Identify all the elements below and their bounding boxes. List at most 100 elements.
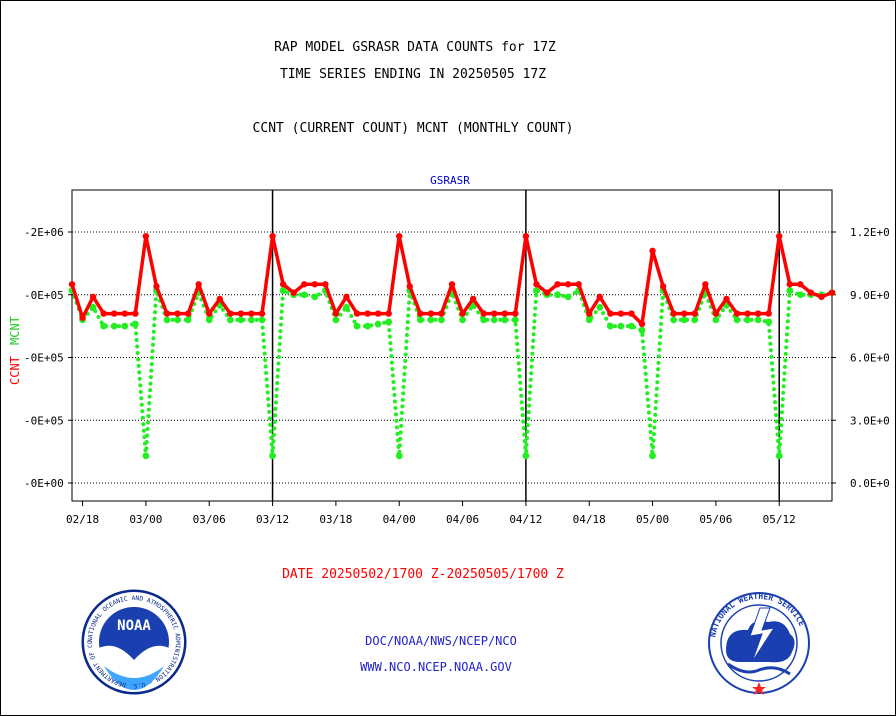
point-ccnt-47 bbox=[564, 281, 572, 288]
point-ccnt-44 bbox=[533, 281, 540, 288]
chart-title-line3: CCNT (CURRENT COUNT) MCNT (MONTHLY COUNT… bbox=[253, 121, 574, 136]
point-ccnt-52 bbox=[617, 310, 625, 317]
point-ccnt-45 bbox=[543, 289, 551, 296]
point-ccnt-29 bbox=[374, 310, 382, 317]
point-ccnt-71 bbox=[818, 293, 825, 301]
point-ccnt-28 bbox=[364, 310, 371, 317]
point-ccnt-5 bbox=[121, 310, 128, 317]
point-mcnt-34 bbox=[427, 316, 435, 324]
y-axis-right: 0.0E+0 3.0E+0 6.0E+0 9.0E+0 1.2E+0 bbox=[832, 226, 890, 490]
point-ccnt-61 bbox=[712, 310, 720, 317]
point-mcnt-7 bbox=[142, 452, 150, 460]
nco-path-link[interactable]: DOC/NOAA/NWS/NCEP/NCO bbox=[365, 634, 517, 648]
point-mcnt-67 bbox=[775, 452, 783, 460]
point-ccnt-43 bbox=[522, 232, 530, 240]
point-ccnt-2 bbox=[89, 293, 97, 301]
point-mcnt-37 bbox=[459, 316, 466, 324]
point-ccnt-50 bbox=[596, 293, 603, 301]
y-axis-left: -0E+00 -0E+05 -0E+05 -0E+05 -2E+06 bbox=[24, 226, 72, 490]
point-mcnt-26 bbox=[343, 303, 350, 311]
point-ccnt-9 bbox=[163, 310, 171, 317]
x-tick-label-2: 03/06 bbox=[193, 513, 226, 526]
point-mcnt-23 bbox=[311, 293, 319, 301]
x-tick-label-0: 02/18 bbox=[66, 513, 99, 526]
point-ccnt-65 bbox=[754, 310, 762, 317]
noaa-logo-icon: NOAA NATIONAL OCEANIC AND ATMOSPHERIC AD… bbox=[0, 0, 187, 695]
y-right-tick-label-2: 6.0E+0 bbox=[850, 352, 890, 365]
plot-title: GSRASR bbox=[430, 174, 470, 187]
point-ccnt-35 bbox=[438, 310, 445, 317]
y-left-tick-label-0: -0E+00 bbox=[24, 477, 64, 490]
point-mcnt-52 bbox=[617, 322, 625, 330]
point-mcnt-44 bbox=[533, 287, 540, 294]
point-mcnt-15 bbox=[226, 316, 234, 324]
point-ccnt-4 bbox=[111, 310, 118, 317]
point-mcnt-18 bbox=[258, 316, 266, 324]
point-ccnt-55 bbox=[649, 247, 656, 255]
point-mcnt-11 bbox=[184, 316, 192, 324]
x-tick-label-7: 04/12 bbox=[509, 513, 542, 526]
point-mcnt-28 bbox=[364, 322, 371, 330]
nco-website-link[interactable]: WWW.NCO.NCEP.NOAA.GOV bbox=[360, 660, 512, 674]
x-tick-label-11: 05/12 bbox=[763, 513, 796, 526]
point-ccnt-17 bbox=[248, 310, 255, 317]
point-ccnt-46 bbox=[554, 281, 561, 288]
point-mcnt-68 bbox=[786, 287, 794, 294]
point-mcnt-35 bbox=[438, 316, 445, 324]
point-mcnt-65 bbox=[754, 316, 762, 324]
point-ccnt-7 bbox=[142, 232, 150, 240]
point-mcnt-4 bbox=[110, 322, 118, 330]
point-mcnt-39 bbox=[480, 316, 488, 324]
x-tick-label-1: 03/00 bbox=[129, 513, 162, 526]
point-mcnt-2 bbox=[89, 303, 97, 311]
series-ccnt bbox=[68, 232, 836, 328]
point-ccnt-8 bbox=[153, 283, 160, 290]
point-ccnt-72 bbox=[828, 289, 836, 296]
series-line-ccnt bbox=[70, 234, 833, 326]
point-mcnt-16 bbox=[237, 316, 245, 324]
point-mcnt-46 bbox=[554, 291, 561, 299]
point-ccnt-25 bbox=[332, 310, 340, 317]
point-mcnt-27 bbox=[353, 322, 361, 330]
point-ccnt-20 bbox=[279, 281, 287, 288]
x-tick-label-6: 04/06 bbox=[446, 513, 479, 526]
point-mcnt-30 bbox=[385, 318, 393, 326]
point-mcnt-53 bbox=[628, 322, 635, 330]
point-mcnt-31 bbox=[395, 452, 403, 460]
y-axis-label-mcnt: MCNT bbox=[8, 316, 22, 345]
point-ccnt-56 bbox=[659, 283, 667, 290]
point-mcnt-54 bbox=[638, 326, 646, 334]
y-right-tick-label-1: 3.0E+0 bbox=[850, 414, 890, 427]
y-left-tick-label-3: -0E+05 bbox=[24, 289, 64, 302]
grid-lines bbox=[72, 231, 832, 484]
point-mcnt-3 bbox=[100, 322, 108, 330]
nws-logo-icon: NATIONAL WEATHER SERVICE bbox=[708, 592, 810, 695]
point-ccnt-62 bbox=[723, 295, 730, 303]
point-ccnt-68 bbox=[786, 281, 793, 288]
point-mcnt-58 bbox=[680, 316, 688, 324]
point-mcnt-47 bbox=[564, 293, 572, 301]
point-ccnt-57 bbox=[670, 310, 677, 317]
point-ccnt-53 bbox=[628, 310, 635, 317]
point-mcnt-20 bbox=[279, 287, 287, 294]
point-mcnt-13 bbox=[205, 316, 213, 324]
point-ccnt-12 bbox=[195, 281, 202, 288]
point-mcnt-33 bbox=[416, 316, 424, 324]
point-mcnt-55 bbox=[649, 452, 656, 460]
point-ccnt-30 bbox=[385, 310, 392, 317]
y-left-tick-label-2: -0E+05 bbox=[24, 352, 64, 365]
point-ccnt-10 bbox=[174, 310, 181, 317]
chart-title-line2: TIME SERIES ENDING IN 20250505 17Z bbox=[280, 67, 546, 82]
point-ccnt-49 bbox=[586, 310, 593, 317]
point-ccnt-27 bbox=[353, 310, 361, 317]
date-range-label: DATE 20250502/1700 Z-20250505/1700 Z bbox=[282, 567, 564, 582]
point-mcnt-25 bbox=[332, 316, 340, 324]
point-ccnt-48 bbox=[575, 281, 582, 288]
point-mcnt-10 bbox=[174, 316, 181, 324]
point-mcnt-42 bbox=[511, 316, 519, 324]
y-right-tick-label-3: 9.0E+0 bbox=[850, 289, 890, 302]
point-ccnt-60 bbox=[702, 281, 709, 288]
x-tick-label-3: 03/12 bbox=[256, 513, 289, 526]
point-mcnt-29 bbox=[374, 320, 382, 328]
y-right-tick-label-0: 0.0E+0 bbox=[850, 477, 890, 490]
